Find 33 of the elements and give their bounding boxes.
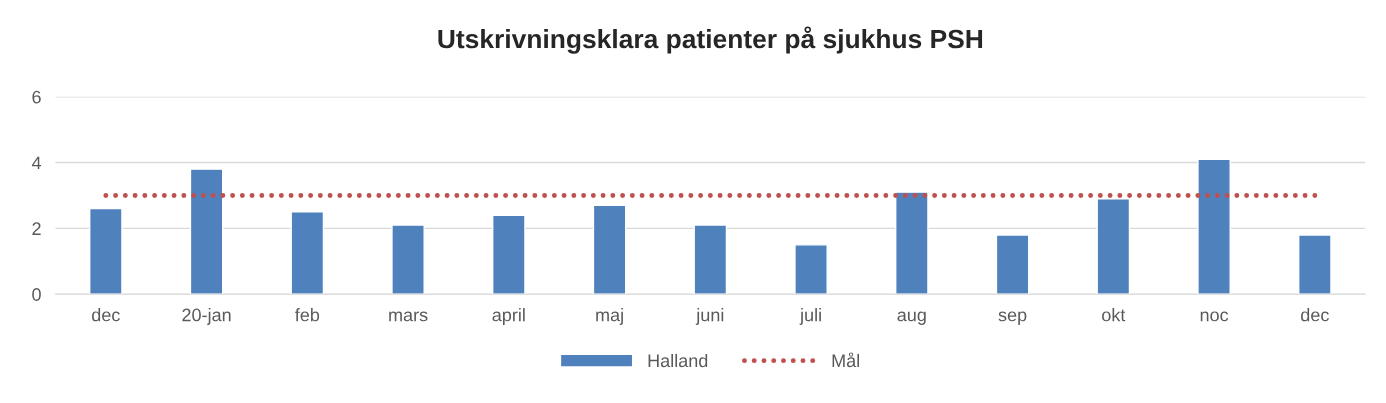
y-tick-label: 2 <box>32 222 41 235</box>
bar <box>189 168 224 295</box>
x-tick-label: okt <box>1102 308 1126 322</box>
legend-label: Halland <box>648 353 708 368</box>
bar <box>1197 158 1231 295</box>
y-tick-label: 6 <box>32 90 41 104</box>
bar <box>290 211 325 295</box>
y-tick-label: 0 <box>32 288 41 301</box>
x-tick-label: 20-jan <box>182 308 231 325</box>
y-tick-label: 4 <box>31 156 42 170</box>
chart-title: Utskrivningsklara patienter på sjukhus PSH <box>438 26 983 54</box>
bar <box>89 207 123 295</box>
x-tick-label: juli <box>799 308 821 325</box>
x-tick-label: aug <box>897 311 926 325</box>
bar <box>1298 234 1332 295</box>
bar <box>995 234 1030 295</box>
bar <box>592 204 627 295</box>
x-tick-label: feb <box>295 308 320 322</box>
bar <box>895 191 929 295</box>
x-tick-label: sep <box>998 311 1027 325</box>
bar <box>794 244 828 295</box>
bar <box>1096 198 1131 295</box>
x-tick-label: dec <box>1301 308 1329 322</box>
bar <box>391 224 425 295</box>
x-tick-label: dec <box>92 308 120 322</box>
x-tick-label: juni <box>695 308 724 325</box>
x-tick-label: mars <box>389 311 428 322</box>
x-tick-label: april <box>492 308 525 325</box>
x-tick-label: noc <box>1200 311 1229 322</box>
x-tick-label: maj <box>596 308 623 325</box>
legend-label: Mål <box>832 352 859 368</box>
bar <box>693 224 728 295</box>
bar <box>492 214 526 295</box>
